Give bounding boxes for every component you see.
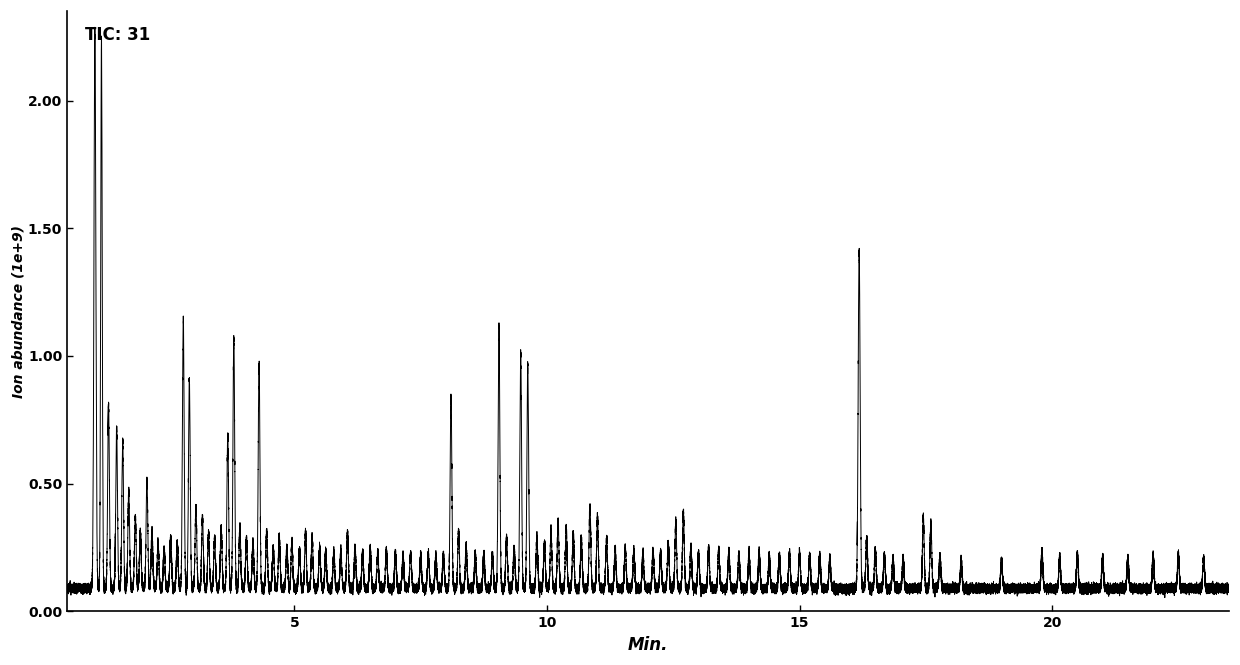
Text: TIC: 31: TIC: 31: [84, 26, 150, 44]
Y-axis label: Ion abundance (1e+9): Ion abundance (1e+9): [11, 225, 25, 398]
X-axis label: Min.: Min.: [627, 636, 668, 654]
